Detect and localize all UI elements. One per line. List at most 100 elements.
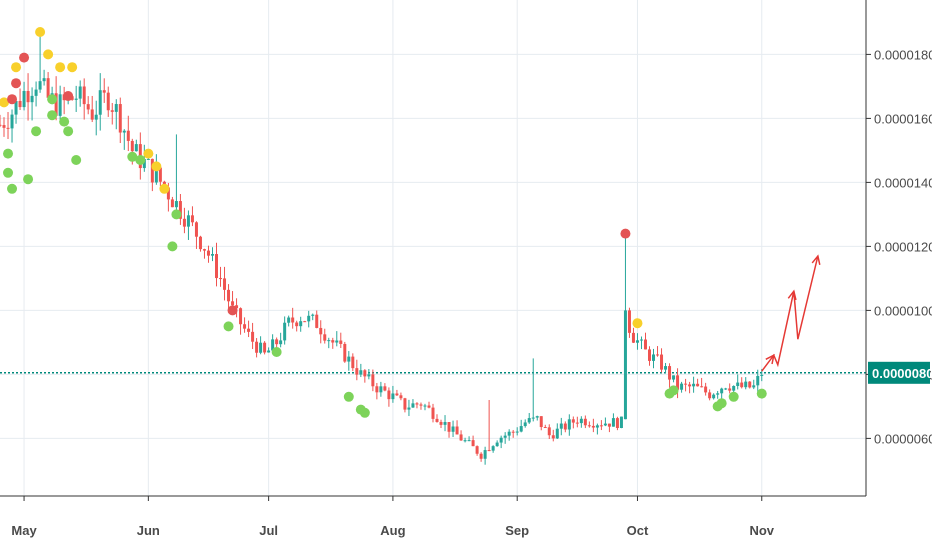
candle xyxy=(688,381,692,394)
candle xyxy=(247,320,251,338)
candle xyxy=(479,452,483,462)
candle-body xyxy=(263,342,267,353)
signal-dot-green xyxy=(3,148,14,159)
candle xyxy=(639,336,643,350)
candle xyxy=(347,351,351,371)
y-tick-label: 0.00001800 xyxy=(874,47,932,62)
candle-body xyxy=(134,144,138,152)
signal-dot-green xyxy=(359,407,370,418)
candle-body xyxy=(447,422,451,432)
candle xyxy=(243,317,247,333)
candle-body xyxy=(78,86,82,99)
candle xyxy=(571,416,575,429)
candle-body xyxy=(379,386,383,393)
candle-body xyxy=(503,435,507,438)
candle-body xyxy=(315,314,319,328)
candle xyxy=(379,381,383,397)
candle xyxy=(407,399,411,417)
candle-body xyxy=(603,423,607,426)
candle xyxy=(603,417,607,427)
candle xyxy=(519,419,523,433)
signal-dot-green xyxy=(716,398,727,409)
candle-body xyxy=(471,440,475,447)
candle-body xyxy=(142,159,146,169)
candle xyxy=(555,423,559,439)
candle-body xyxy=(571,419,575,423)
candle xyxy=(182,207,186,234)
candle xyxy=(283,316,287,345)
candle xyxy=(319,320,323,344)
candle-body xyxy=(499,437,503,443)
candle xyxy=(206,245,210,263)
candle-body xyxy=(391,393,395,400)
candle-body xyxy=(631,332,635,343)
candle xyxy=(415,402,419,409)
candle-body xyxy=(591,425,595,428)
candle-body xyxy=(283,322,287,341)
signal-dot-yellow xyxy=(0,97,10,108)
candle xyxy=(2,117,6,137)
candle xyxy=(443,415,447,432)
candle xyxy=(190,206,194,227)
candle-body xyxy=(672,375,676,380)
candle-body xyxy=(411,403,415,408)
candle xyxy=(447,422,451,438)
candle xyxy=(499,435,503,449)
candle xyxy=(515,427,519,436)
candle xyxy=(575,416,579,428)
candle-body xyxy=(347,356,351,362)
candle-body xyxy=(170,199,174,208)
candle-body xyxy=(507,431,511,436)
candle-body xyxy=(106,92,110,111)
projection-arrowhead xyxy=(787,289,797,301)
candle xyxy=(567,414,571,436)
candle-body xyxy=(748,381,752,388)
candle-body xyxy=(146,158,150,160)
candle-body xyxy=(114,104,118,112)
candle xyxy=(0,114,2,128)
candle-body xyxy=(479,453,483,459)
candle xyxy=(523,419,527,428)
y-axis-ticks[interactable]: 0.000006000.000008000.000010000.00001200… xyxy=(866,47,932,446)
candle xyxy=(748,381,752,389)
candle xyxy=(467,436,471,442)
x-tick-label: Oct xyxy=(627,523,649,538)
candle-body xyxy=(219,278,223,280)
candle-body xyxy=(30,95,34,103)
candle xyxy=(219,266,223,287)
candle-body xyxy=(563,423,567,430)
signal-dot-yellow xyxy=(55,62,66,73)
signal-dot-green xyxy=(135,155,146,165)
candle xyxy=(551,429,555,442)
candle xyxy=(660,348,664,373)
candle-body xyxy=(331,340,335,343)
current-price-badge xyxy=(868,361,930,384)
candle-body xyxy=(643,339,647,350)
candle-body xyxy=(535,416,539,418)
candle xyxy=(255,338,259,358)
candle-body xyxy=(186,215,190,227)
candle-body xyxy=(243,324,247,329)
candle-body xyxy=(547,427,551,436)
x-axis-ticks[interactable]: May Jun Jul Aug Sep Oct Nov xyxy=(11,496,775,538)
candle xyxy=(547,424,551,439)
candle-body xyxy=(483,450,487,459)
signal-dot-green xyxy=(71,155,82,165)
candle-body xyxy=(94,114,98,120)
candle-body xyxy=(2,125,6,128)
candle-body xyxy=(467,440,471,442)
candle xyxy=(118,97,122,144)
candle xyxy=(227,284,231,310)
candle-body xyxy=(415,403,419,405)
candle-body xyxy=(247,328,251,332)
candle-body xyxy=(371,374,375,387)
candle-body xyxy=(704,386,708,393)
candle-body xyxy=(367,374,371,377)
candle-body xyxy=(635,340,639,343)
candle-body xyxy=(403,398,407,410)
signal-dot-red xyxy=(7,94,18,105)
signal-dot-green xyxy=(171,209,182,220)
candle-body xyxy=(720,388,724,394)
candle xyxy=(78,80,82,107)
candle xyxy=(239,307,243,335)
